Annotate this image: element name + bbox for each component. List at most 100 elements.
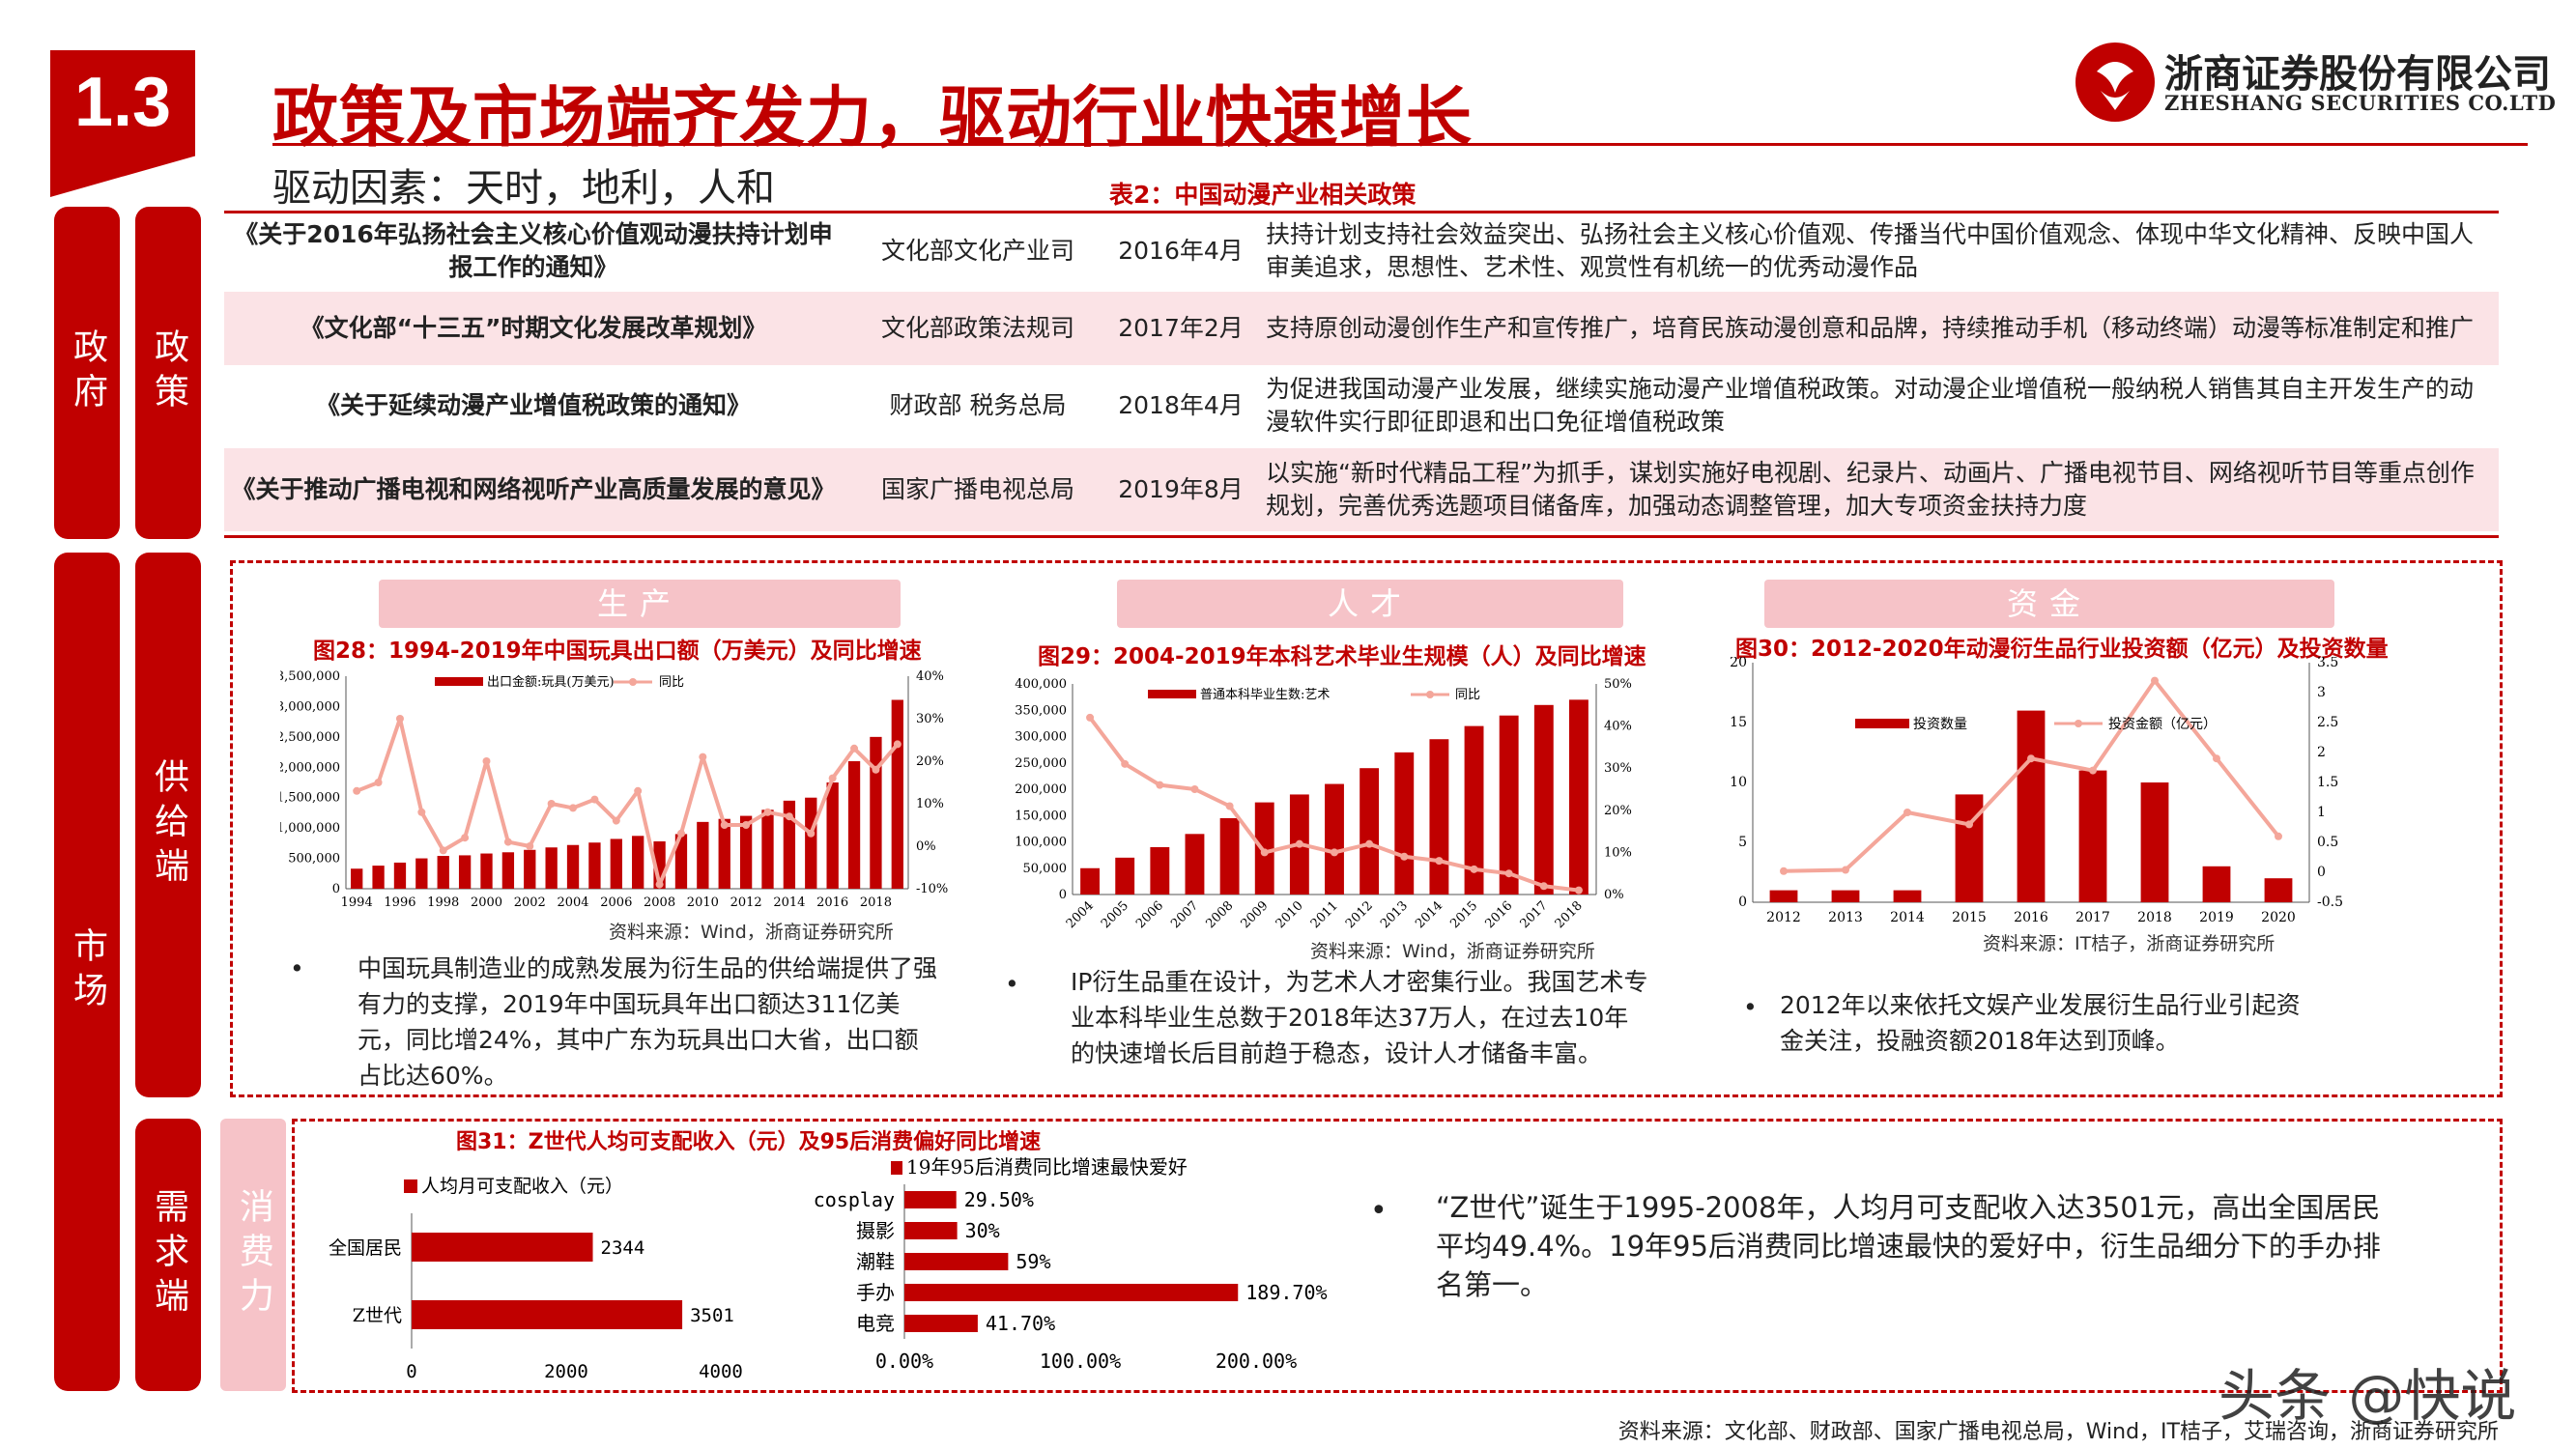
x-tick-label: 2015 <box>1447 898 1480 931</box>
line-point <box>655 880 664 889</box>
bar <box>1831 890 1860 902</box>
x-tick-label: 0 <box>406 1361 416 1382</box>
line-point <box>1121 759 1130 768</box>
supply-bullet-production: 中国玩具制造业的成熟发展为衍生品的供给端提供了强有力的支撑，2019年中国玩具年… <box>358 954 938 1090</box>
supply-bullet-capital: 2012年以来依托文娱产业发展衍生品行业引起资金关注，投融资额2018年达到顶峰… <box>1780 991 2301 1055</box>
y-tick-label: 50,000 <box>1023 862 1068 876</box>
x-tick-label: 2008 <box>1203 898 1236 931</box>
bar <box>1893 890 1922 902</box>
bar <box>1150 846 1170 895</box>
x-tick-label: 4000 <box>699 1361 743 1382</box>
legend-swatch-dot <box>629 678 637 686</box>
line-point <box>763 808 772 816</box>
bar <box>372 866 385 889</box>
x-tick-label: 2004 <box>557 895 588 910</box>
line-point <box>1574 886 1583 895</box>
bar <box>1955 794 1984 902</box>
x-tick-label: 2014 <box>773 895 805 910</box>
figure-title: 图30：2012-2020年动漫衍生品行业投资额（亿元）及投资数量 <box>1735 637 2389 662</box>
policy-name: 《关于2016年弘扬社会主义核心价值观动漫扶持计划申报工作的通知》 <box>234 220 833 281</box>
bar <box>674 834 688 889</box>
y2-tick-label: 0% <box>1604 888 1624 902</box>
policy-content: 支持原创动漫创作生产和宣传推广，培育民族动漫创意和品牌，持续推动手机（移动终端）… <box>1266 314 2475 342</box>
line-point <box>2151 676 2159 685</box>
side-label-demand: 需求端 <box>135 1119 201 1391</box>
bar <box>1185 834 1205 895</box>
chart-legend: 出口金额:玩具(万美元) 同比 <box>435 674 684 690</box>
bar <box>1394 752 1415 895</box>
table-bottom-rule <box>224 535 2499 538</box>
policy-row: 《文化部“十三五”时期文化发展改革规划》 文化部政策法规司 2017年2月 支持… <box>224 292 2499 365</box>
bar <box>412 1233 593 1262</box>
line-point <box>374 779 383 786</box>
bar <box>545 847 558 889</box>
bar <box>566 844 580 889</box>
legend-swatch-bar <box>1148 690 1196 698</box>
pill-talent: 人才 <box>1117 580 1623 628</box>
x-tick-label: 2013 <box>1828 910 1863 925</box>
line-point <box>612 816 620 825</box>
policy-date: 2019年8月 <box>1118 475 1244 503</box>
x-tick-label: 1996 <box>384 895 415 910</box>
policy-row: 《关于2016年弘扬社会主义核心价值观动漫扶持计划申报工作的通知》 文化部文化产… <box>224 214 2499 288</box>
x-tick-label: 2006 <box>1133 898 1166 931</box>
bar <box>1769 890 1798 902</box>
legend-label: 出口金额:玩具(万美元) <box>487 674 615 690</box>
bar <box>1325 783 1344 895</box>
line-point <box>893 740 902 749</box>
line-point <box>828 774 837 782</box>
x-tick-label: 2015 <box>1952 910 1987 925</box>
x-tick-label: 200.00% <box>1216 1350 1297 1373</box>
line-point <box>634 786 643 795</box>
line-point <box>1903 809 1911 816</box>
line-point <box>742 821 751 829</box>
bar <box>1499 715 1519 895</box>
line-point <box>1295 839 1303 848</box>
company-name-cn: 浙商证券股份有限公司 <box>2164 52 2551 97</box>
x-tick-label: 2002 <box>514 895 546 910</box>
bar <box>826 782 839 889</box>
y-tick-label: 200,000 <box>1015 782 1067 797</box>
company-logo-icon <box>2075 43 2155 122</box>
line-point <box>785 812 793 821</box>
bar <box>739 815 753 889</box>
data-label: 41.70% <box>986 1312 1055 1335</box>
line-point <box>1780 867 1788 875</box>
line-point <box>569 804 578 812</box>
x-tick-label: 2010 <box>1274 898 1306 931</box>
bar <box>1115 857 1135 895</box>
x-tick-label: 2018 <box>1553 898 1586 931</box>
line-point <box>1365 839 1374 848</box>
legend-swatch-bar <box>404 1179 417 1193</box>
bar <box>904 1222 958 1239</box>
bar <box>2140 782 2169 902</box>
bar <box>1080 867 1101 895</box>
demand-bullet: “Z世代”诞生于1995-2008年，人均月可支配收入达3501元，高出全国居民… <box>1436 1191 2381 1301</box>
pill-capital: 资金 <box>1764 580 2334 628</box>
x-tick-label: 2014 <box>1890 910 1925 925</box>
pill-production: 生产 <box>379 580 901 628</box>
line-point <box>720 821 729 829</box>
bar <box>904 1191 957 1208</box>
supply-bullet-talent: IP衍生品重在设计，为艺术人才密集行业。我国艺术专业本科毕业生总数于2018年达… <box>1071 968 1648 1067</box>
line-point <box>1086 713 1095 722</box>
x-tick-label: 1994 <box>341 895 373 910</box>
x-tick-label: 2020 <box>2261 910 2296 925</box>
chart-legend: 投资数量 投资金额（亿元） <box>1855 717 2217 732</box>
bullet-dot: • <box>1743 993 1758 1021</box>
y2-tick-label: 50% <box>1604 677 1632 692</box>
policy-row: 《关于推动广播电视和网络视听产业高质量发展的意见》 国家广播电视总局 2019年… <box>224 448 2499 531</box>
line-point <box>1539 882 1548 891</box>
line-point <box>1504 869 1513 878</box>
x-tick-label: 2012 <box>1343 898 1376 931</box>
figure-title: 图31：Z世代人均可支配收入（元）及95后消费偏好同比增速 <box>456 1130 1042 1154</box>
line-point <box>2275 832 2282 840</box>
y-tick-label: 20 <box>1730 657 1747 670</box>
x-tick-label: 2014 <box>1413 898 1445 931</box>
policy-content: 扶持计划支持社会效益突出、弘扬社会主义核心价值观、传播当代中国价值观念、体现中华… <box>1266 220 2475 281</box>
figure-title: 图28：1994-2019年中国玩具出口额（万美元）及同比增速 <box>313 639 922 664</box>
bar <box>351 868 363 889</box>
bar <box>904 1315 978 1332</box>
watermark: 头条 @快说 <box>2218 1363 2517 1429</box>
y-tick-label: 3,500,000 <box>280 669 340 684</box>
